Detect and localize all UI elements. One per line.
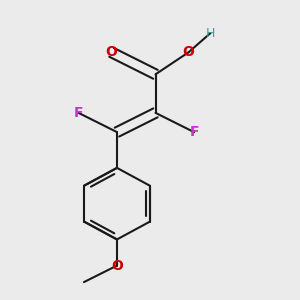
Text: O: O bbox=[183, 45, 194, 59]
Text: F: F bbox=[189, 125, 199, 139]
Text: O: O bbox=[106, 45, 117, 59]
Text: O: O bbox=[111, 259, 123, 273]
Text: F: F bbox=[74, 106, 83, 120]
Text: H: H bbox=[206, 26, 215, 40]
